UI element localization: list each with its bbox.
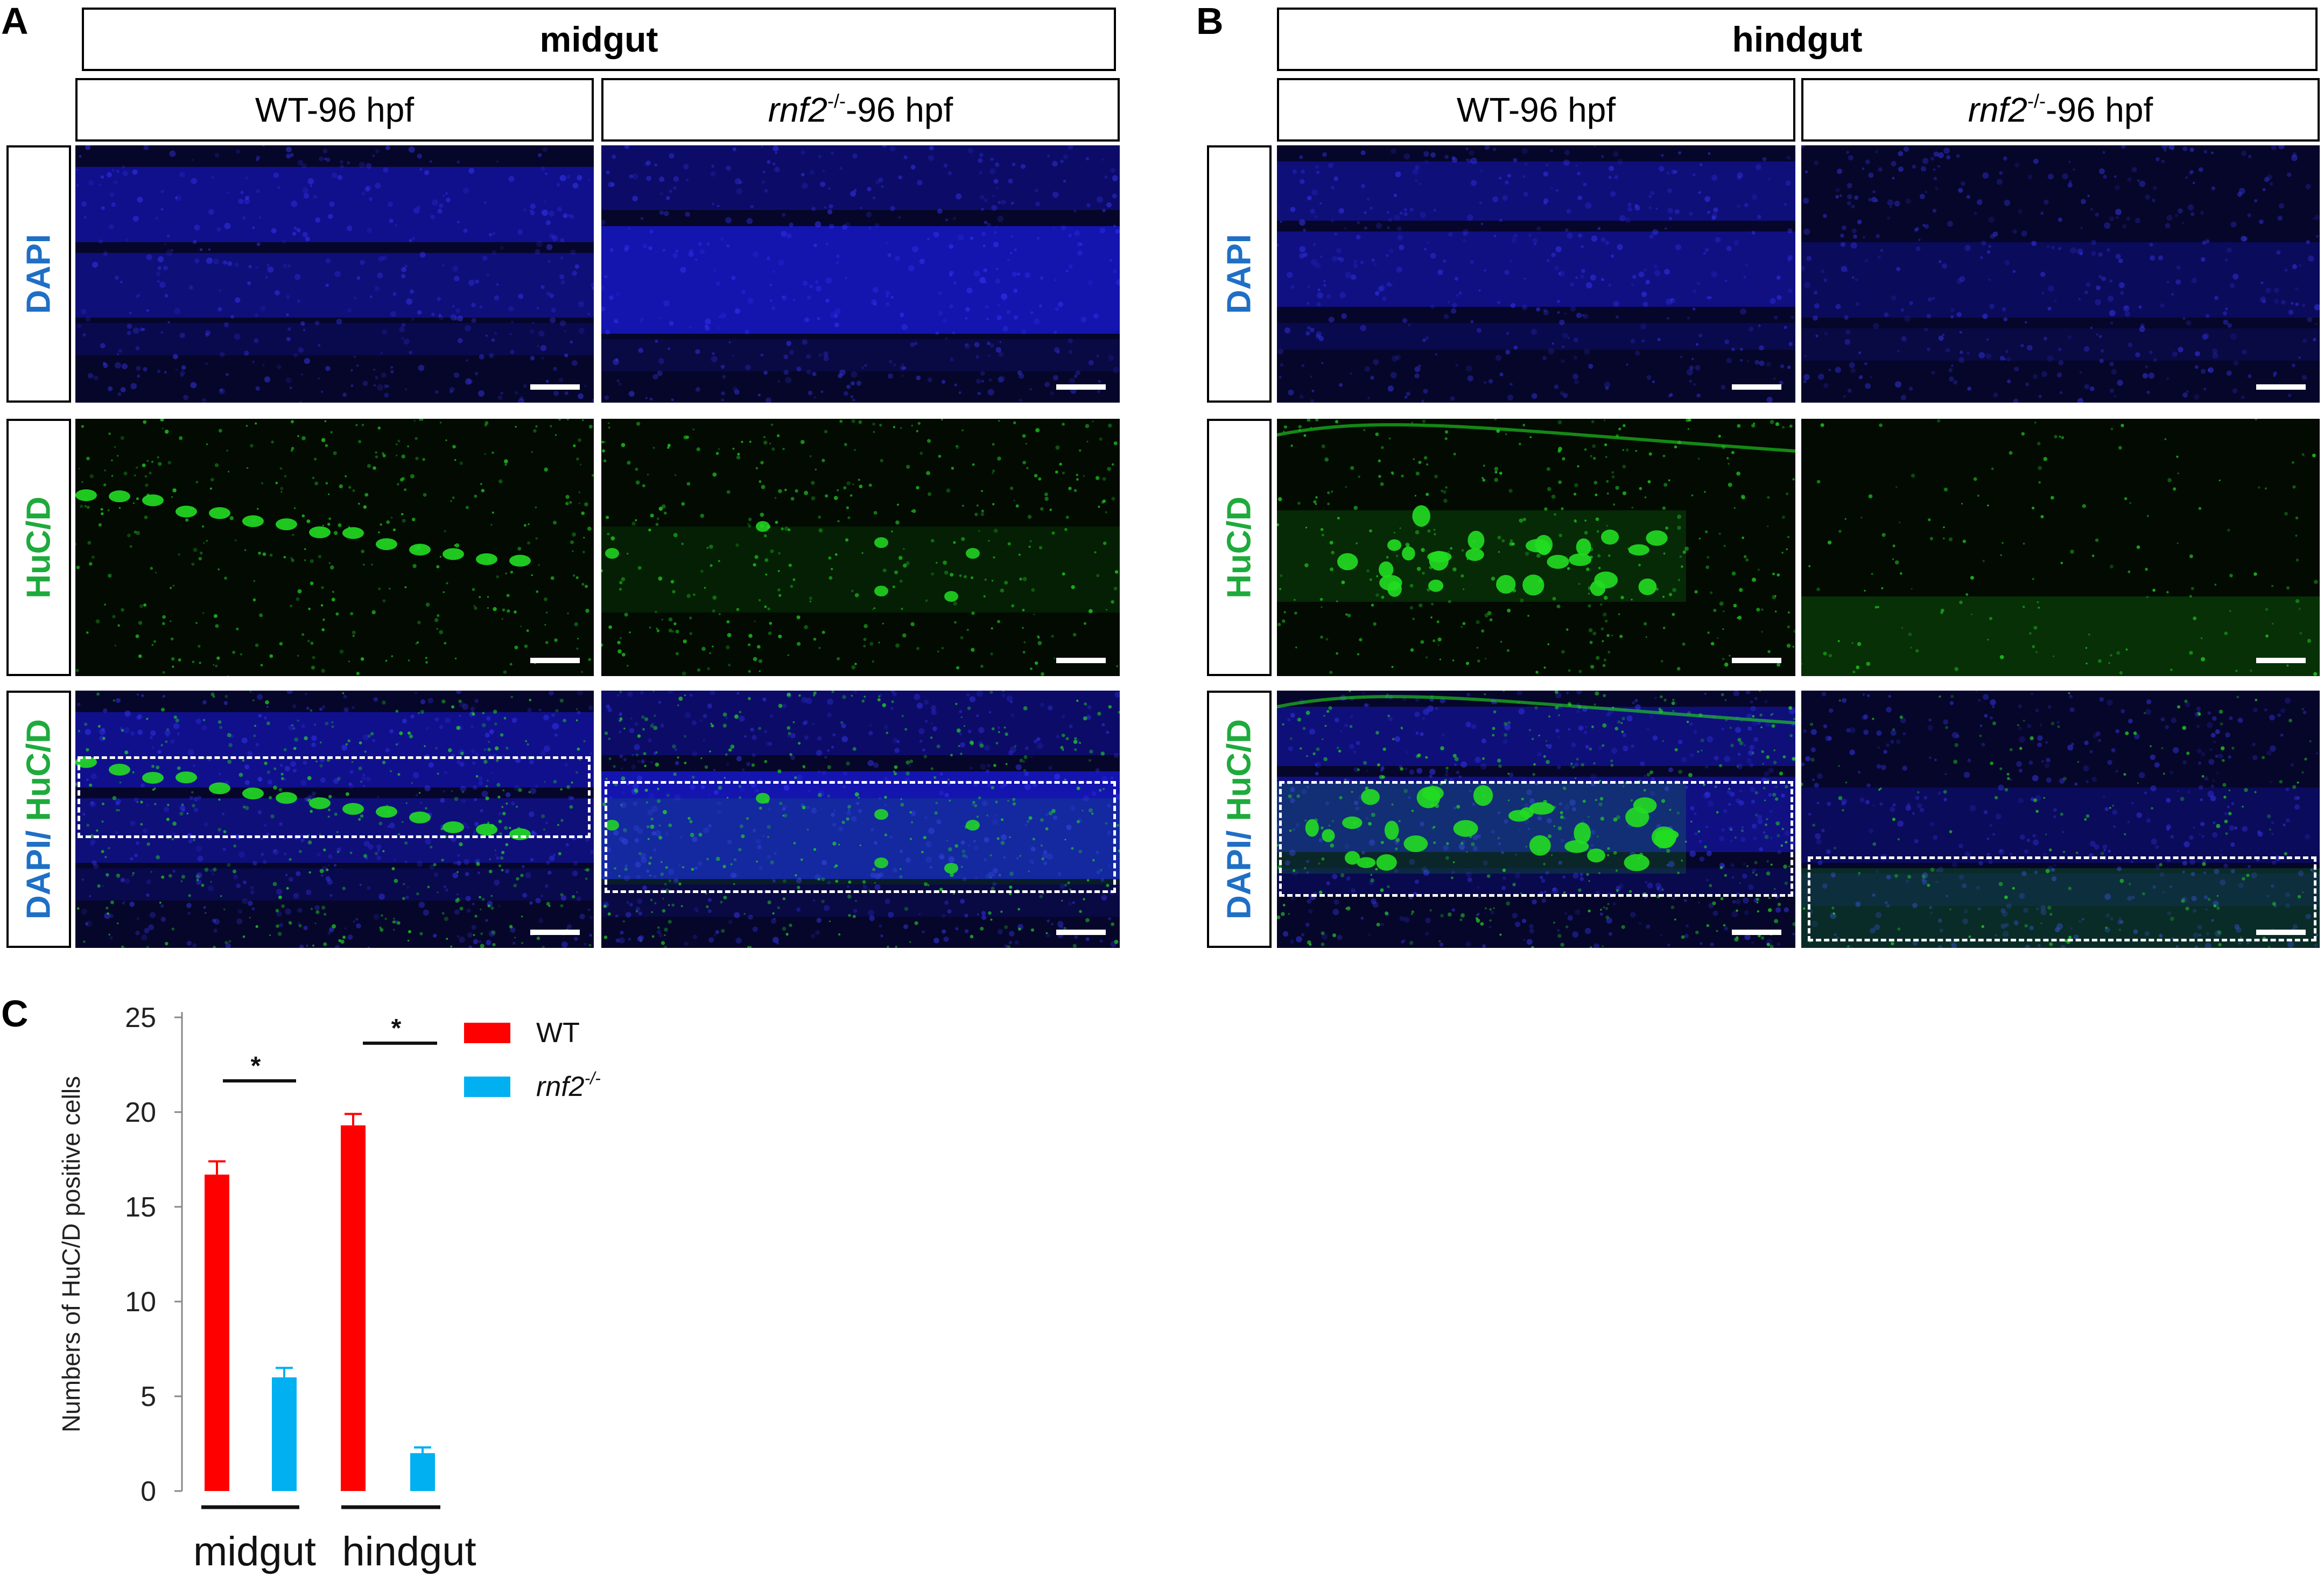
legend-swatch-wt (464, 1023, 510, 1043)
panel-b-mutant-label: rnf2-/--96 hpf (1968, 90, 2153, 129)
y-tick-label: 5 (141, 1381, 156, 1412)
x-category-label: hindgut (342, 1529, 476, 1574)
significance-star: * (391, 1014, 402, 1043)
x-category-label: midgut (193, 1529, 316, 1574)
bar-hindgut-wt (341, 1125, 366, 1491)
panel-letter-a: A (1, 0, 29, 42)
bar-hindgut-mutant (410, 1453, 435, 1491)
dapi-signal (75, 691, 594, 948)
huc-signal (1277, 419, 1795, 674)
bar-midgut-wt (205, 1175, 229, 1491)
huc-signal (601, 419, 1120, 676)
panel-a-region-header: midgut (82, 8, 1116, 71)
panel-b-wt-header: WT-96 hpf (1277, 78, 1795, 142)
scale-bar (530, 384, 580, 390)
panel-a-mutant-label: rnf2-/--96 hpf (768, 90, 953, 129)
zoom-region-box (605, 781, 1116, 893)
huc-signal (1801, 692, 2320, 948)
zoom-region-box (1279, 781, 1793, 897)
panel-a-wt-label: WT-96 hpf (255, 90, 415, 129)
scale-bar (2256, 930, 2306, 935)
y-tick-label: 20 (125, 1097, 156, 1128)
panel-a-mutant-dapi-image (601, 145, 1120, 403)
panel-a-region-label: midgut (539, 19, 658, 59)
panel-a-mutant-huc-image (601, 419, 1120, 676)
panel-a-mutant-header: rnf2-/--96 hpf (601, 78, 1120, 142)
scale-bar (530, 658, 580, 663)
scale-bar (1732, 658, 1781, 663)
y-tick-label: 15 (125, 1192, 156, 1223)
dapi-signal (75, 145, 594, 403)
panel-letter-b: B (1196, 0, 1224, 42)
panel-b-wt-merge-image (1277, 691, 1795, 948)
panel-a-row-label-dapi: DAPI (6, 145, 71, 403)
scale-bar (1056, 658, 1106, 663)
panel-b-mutant-dapi-image (1801, 145, 2320, 403)
panel-a-row-label-huc: HuC/D (6, 419, 71, 676)
y-axis-label: Numbers of HuC/D positive cells (57, 1076, 85, 1432)
panel-b-row-label-huc: HuC/D (1207, 419, 1272, 676)
y-tick-label: 25 (125, 1002, 156, 1033)
bar-midgut-mutant (272, 1377, 297, 1491)
panel-a-wt-dapi-image (75, 145, 594, 403)
panel-b-wt-huc-image (1277, 419, 1795, 676)
legend-swatch-mutant (464, 1077, 510, 1097)
scale-bar (1732, 930, 1781, 935)
zoom-region-box (78, 756, 591, 838)
panel-a-wt-merge-image (75, 691, 594, 948)
panel-b-mutant-huc-image (1801, 419, 2320, 676)
panel-b-region-label: hindgut (1732, 19, 1863, 59)
scale-bar (1732, 384, 1781, 390)
panel-b-row-label-merge: DAPI/ HuC/D (1207, 691, 1272, 948)
legend-label-wt: WT (536, 1017, 580, 1049)
panel-letter-c: C (1, 993, 29, 1035)
y-tick-label: 10 (125, 1286, 156, 1318)
huc-signal (601, 691, 1120, 948)
panel-a-wt-huc-image (75, 419, 594, 676)
panel-a-row-label-merge: DAPI/ HuC/D (6, 691, 71, 948)
scale-bar (2256, 384, 2306, 390)
legend-label-mutant: rnf2-/- (536, 1068, 601, 1102)
panel-a-wt-header: WT-96 hpf (75, 78, 594, 142)
panel-b-row-label-dapi: DAPI (1207, 145, 1272, 403)
huc-count-bar-chart: 0 5 10 15 20 25 Numbers of HuC/D positive cell… (57, 1002, 601, 1574)
huc-signal (75, 419, 594, 676)
dapi-signal (1277, 145, 1795, 403)
scale-bar (1056, 930, 1106, 935)
significance-star: * (251, 1052, 261, 1080)
huc-signal (1801, 419, 2320, 676)
panel-a-mutant-merge-image (601, 691, 1120, 948)
panel-b-mutant-header: rnf2-/--96 hpf (1801, 78, 2320, 142)
zoom-region-box (1808, 856, 2316, 941)
panel-b-region-header: hindgut (1277, 8, 2318, 71)
scale-bar (530, 930, 580, 935)
dapi-signal (601, 145, 1120, 403)
dapi-signal (1801, 691, 2320, 948)
huc-signal (1277, 691, 1795, 948)
panel-b-mutant-merge-image (1801, 691, 2320, 948)
scale-bar (1056, 384, 1106, 390)
scale-bar (2256, 658, 2306, 663)
panel-b-wt-label: WT-96 hpf (1456, 90, 1616, 129)
panel-b-wt-dapi-image (1277, 145, 1795, 403)
y-tick-label: 0 (141, 1476, 156, 1507)
dapi-signal (1801, 145, 2320, 403)
